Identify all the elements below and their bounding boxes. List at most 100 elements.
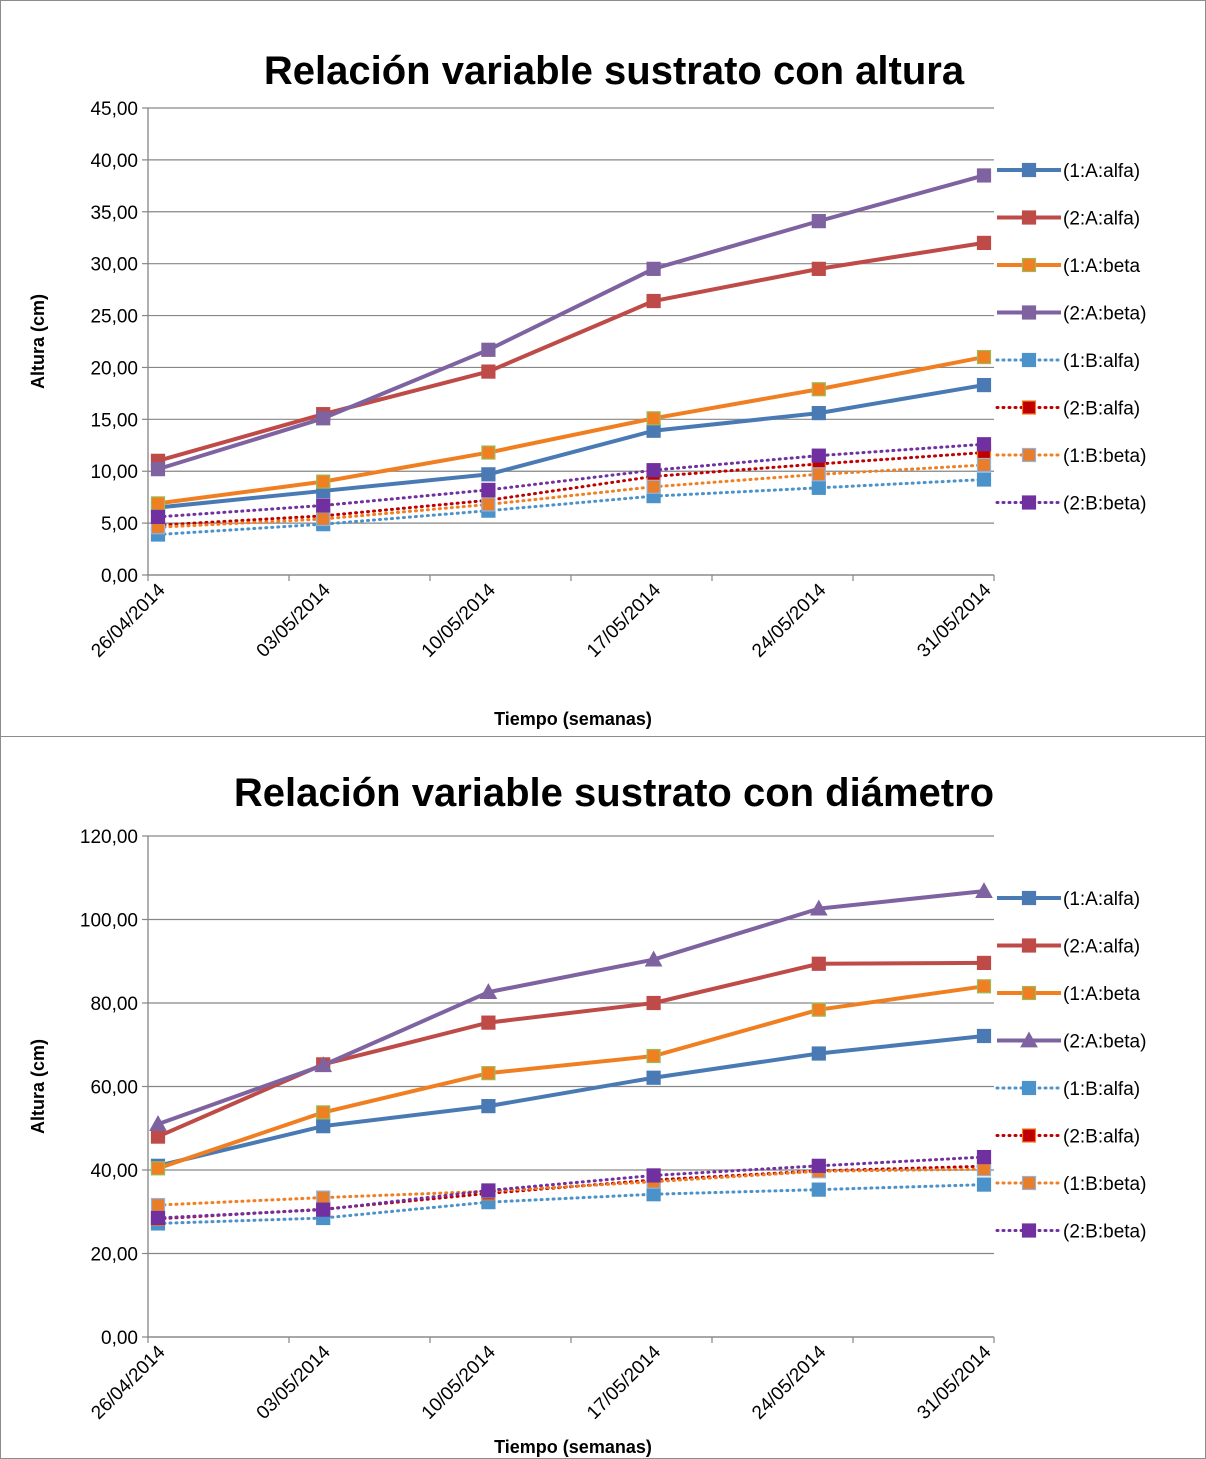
y-tick-label: 30,00 [90,255,138,276]
y-tick-label: 20,00 [90,1245,138,1266]
data-point [314,1056,333,1073]
legend-marker [1021,495,1037,510]
series-line [157,889,985,1126]
legend-label: (2:A:beta) [1063,1032,1146,1053]
data-point [646,479,661,494]
legend-label: (1:B:beta) [1063,446,1146,467]
data-point [646,1187,661,1202]
legend-label: (1:A:alfa) [1063,889,1140,910]
series-8 [150,437,992,524]
data-point [976,437,992,452]
data-point [811,382,826,397]
chart-panel-diameter: Relación variable sustrato con diámetro 0… [0,736,1206,1459]
legend-label: (2:A:alfa) [1063,937,1140,958]
data-point [646,261,661,276]
data-point [646,1070,661,1085]
legend-marker [1021,985,1037,1001]
series-4 [149,882,993,1131]
series-3 [150,349,992,511]
series-line [157,383,985,510]
data-point [811,480,826,495]
legend-marker [1021,890,1037,906]
y-tick-label: 15,00 [90,410,138,431]
legend-entry: (1:A:alfa) [997,889,1140,910]
x-tick-label: 26/04/2014 [87,579,169,661]
legend-entry: (1:B:beta) [995,1174,1146,1195]
series-line [157,240,985,463]
diameter-chart: Relación variable sustrato con diámetro 0… [28,771,1146,1457]
data-point [976,1177,992,1192]
legend-marker [1021,1223,1037,1238]
data-point [976,377,992,393]
series-3 [150,979,992,1176]
series-4 [150,168,992,477]
series-line [156,1164,986,1221]
data-point [316,1119,331,1134]
series-8 [150,1149,992,1226]
data-point [644,950,663,967]
data-point [646,411,661,426]
data-point [811,1158,826,1173]
chart-title: Relación variable sustrato con diámetro [234,771,994,815]
legend-marker [1020,1031,1038,1048]
series-line [156,1155,986,1220]
y-tick-label: 40,00 [90,151,138,172]
legend-marker [1021,257,1037,273]
legend-label: (2:A:beta) [1063,304,1146,325]
data-point [811,261,826,276]
legend-marker [1021,162,1037,178]
y-tick-label: 0,00 [101,1328,138,1349]
x-tick-label: 31/05/2014 [913,579,995,661]
data-point [811,448,826,463]
x-tick-label: 17/05/2014 [583,579,665,661]
legend-label: (1:A:beta [1063,256,1141,277]
y-tick-label: 60,00 [90,1078,138,1099]
data-point [316,1190,331,1205]
y-tick-label: 25,00 [90,307,138,328]
series-line [156,1167,986,1207]
legend-entry: (2:A:alfa) [997,209,1140,230]
height-chart: Relación variable sustrato con altura 0,0… [28,49,1146,729]
x-tick-label: 24/05/2014 [748,579,830,661]
y-tick-label: 100,00 [80,911,138,932]
legend-label: (1:B:alfa) [1063,351,1140,372]
data-point [646,463,661,478]
data-point [646,293,661,309]
y-tick-label: 120,00 [80,827,138,848]
x-axis-label: Tiempo (semanas) [494,1437,652,1457]
legend-entry: (1:B:alfa) [995,351,1140,372]
y-tick-label: 10,00 [90,462,138,483]
legend-marker [1021,1080,1037,1096]
data-point [481,467,496,482]
data-point [150,462,166,477]
series-line [156,442,986,519]
legend-marker [1021,305,1037,320]
legend-marker [1021,447,1037,463]
series-line [156,478,986,537]
series-line [156,451,986,527]
data-point [811,406,826,421]
data-point [150,1210,166,1226]
data-point [976,1162,992,1177]
chart-title: Relación variable sustrato con altura [264,49,965,93]
y-axis-label: Altura (cm) [28,294,48,389]
data-point [809,899,828,916]
data-point [646,423,661,438]
data-point [976,1028,992,1044]
data-point [479,983,498,1000]
legend-label: (1:A:alfa) [1063,161,1140,182]
data-point [811,1182,826,1197]
series-line [156,1183,986,1225]
legend-label: (1:B:beta) [1063,1174,1146,1195]
legend-label: (2:B:alfa) [1063,399,1140,420]
data-point [811,1046,826,1061]
x-tick-label: 10/05/2014 [418,1341,500,1423]
data-point [150,1161,166,1176]
data-point [976,349,992,365]
y-tick-label: 5,00 [101,514,138,535]
legend-entry: (2:B:alfa) [995,399,1140,420]
data-point [975,882,993,899]
series-5 [150,472,992,542]
legend-entry: (2:A:alfa) [997,937,1140,958]
data-point [481,1066,496,1081]
